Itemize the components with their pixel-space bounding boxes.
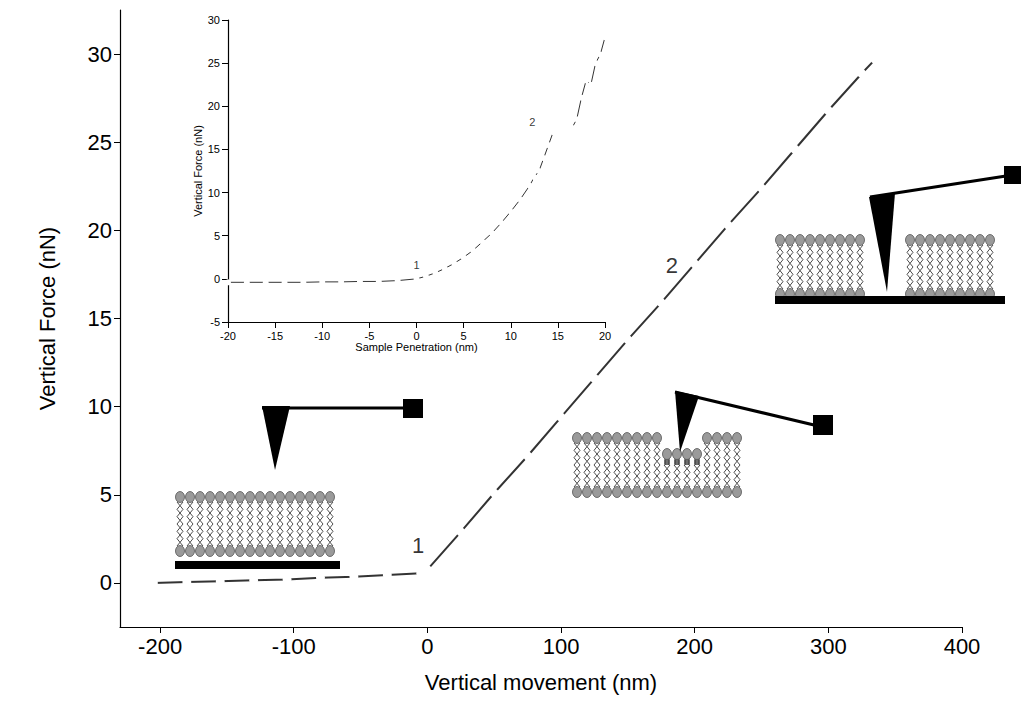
svg-text:0: 0 bbox=[421, 634, 433, 659]
svg-text:0: 0 bbox=[100, 570, 112, 595]
svg-text:-20: -20 bbox=[220, 330, 236, 342]
svg-text:Vertical movement (nm): Vertical movement (nm) bbox=[425, 670, 657, 695]
svg-text:Vertical Force (nN): Vertical Force (nN) bbox=[35, 227, 60, 410]
svg-text:Vertical Force (nN): Vertical Force (nN) bbox=[192, 125, 204, 217]
svg-text:5: 5 bbox=[214, 230, 220, 242]
svg-text:25: 25 bbox=[88, 130, 112, 155]
svg-text:-5: -5 bbox=[210, 316, 220, 328]
svg-text:-5: -5 bbox=[364, 330, 374, 342]
svg-text:-10: -10 bbox=[314, 330, 330, 342]
svg-text:5: 5 bbox=[461, 330, 467, 342]
svg-text:15: 15 bbox=[88, 306, 112, 331]
svg-text:30: 30 bbox=[208, 14, 220, 26]
svg-text:200: 200 bbox=[676, 634, 713, 659]
svg-text:10: 10 bbox=[88, 394, 112, 419]
svg-text:-200: -200 bbox=[138, 634, 182, 659]
svg-text:-100: -100 bbox=[272, 634, 316, 659]
svg-text:-15: -15 bbox=[267, 330, 283, 342]
svg-text:2: 2 bbox=[666, 253, 678, 278]
svg-text:0: 0 bbox=[214, 273, 220, 285]
svg-text:15: 15 bbox=[208, 143, 220, 155]
svg-text:20: 20 bbox=[88, 218, 112, 243]
svg-text:15: 15 bbox=[552, 330, 564, 342]
svg-text:20: 20 bbox=[208, 100, 220, 112]
svg-text:10: 10 bbox=[208, 187, 220, 199]
svg-text:1: 1 bbox=[413, 259, 419, 271]
svg-text:0: 0 bbox=[413, 330, 419, 342]
svg-text:20: 20 bbox=[599, 330, 611, 342]
svg-text:5: 5 bbox=[100, 482, 112, 507]
svg-text:2: 2 bbox=[529, 116, 535, 128]
svg-text:30: 30 bbox=[88, 42, 112, 67]
svg-text:Sample Penetration (nm): Sample Penetration (nm) bbox=[355, 341, 477, 353]
svg-text:1: 1 bbox=[412, 533, 424, 558]
svg-text:300: 300 bbox=[810, 634, 847, 659]
svg-text:100: 100 bbox=[543, 634, 580, 659]
svg-text:400: 400 bbox=[944, 634, 981, 659]
svg-text:10: 10 bbox=[505, 330, 517, 342]
svg-text:25: 25 bbox=[208, 57, 220, 69]
